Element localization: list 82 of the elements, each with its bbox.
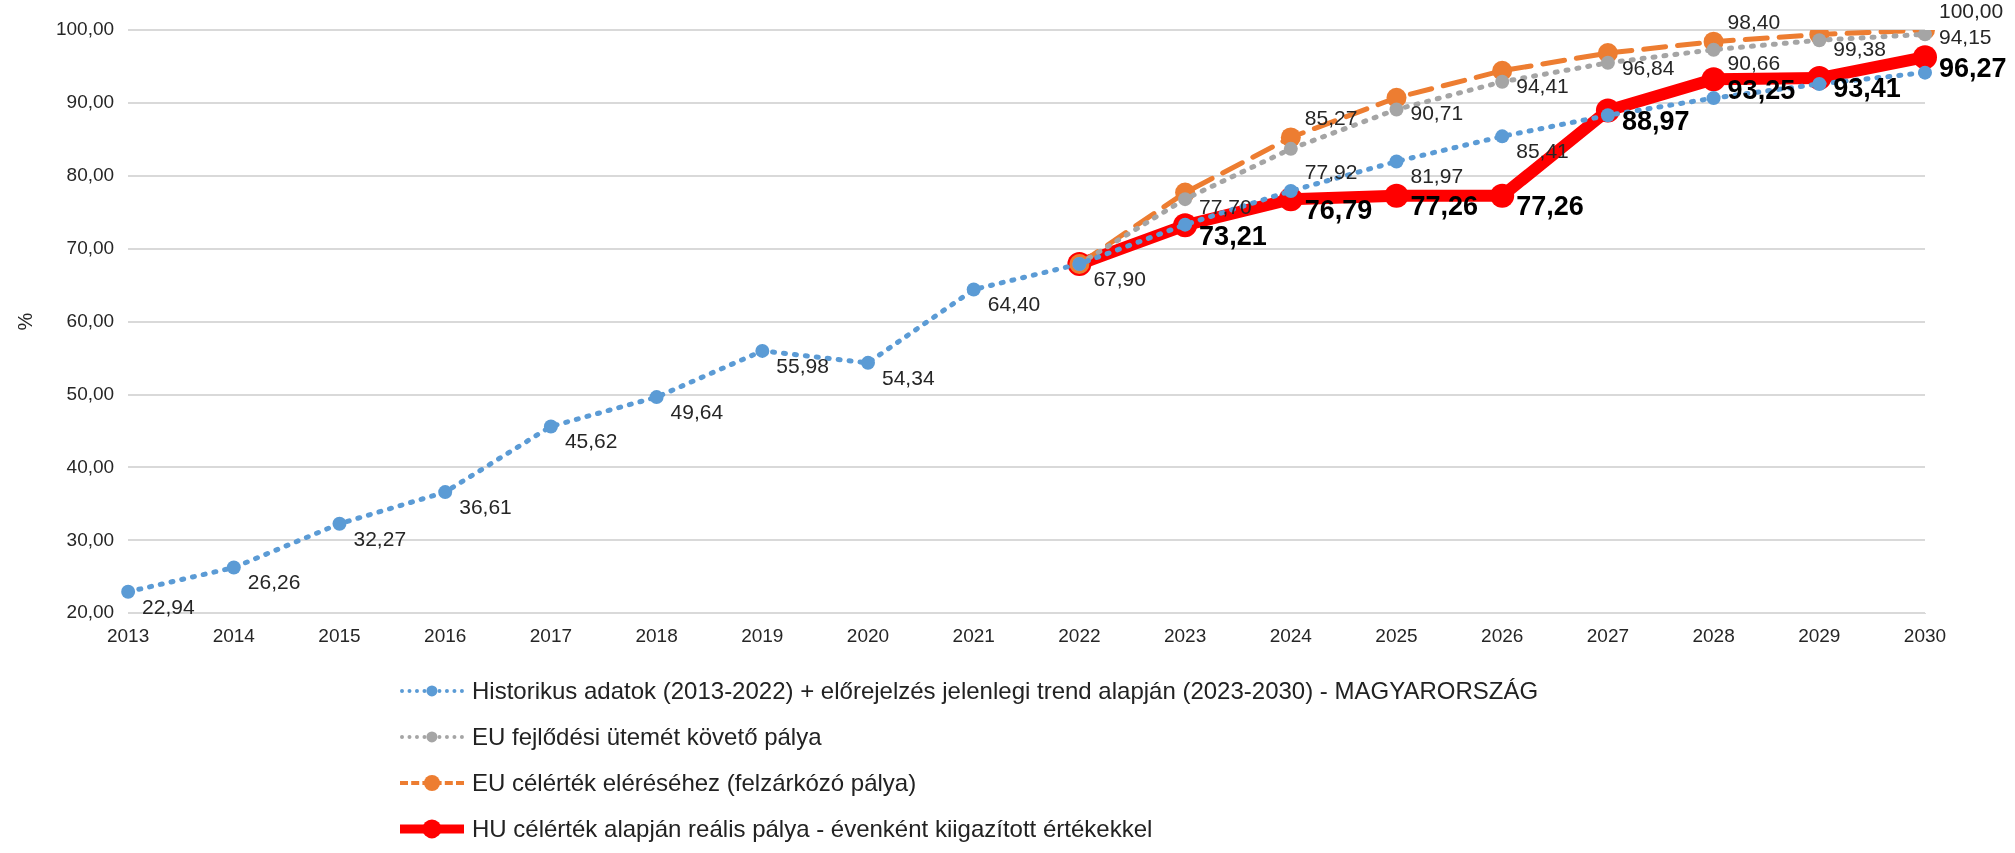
x-tick-label: 2023 bbox=[1163, 624, 1207, 646]
point bbox=[1283, 141, 1298, 156]
point bbox=[1701, 67, 1726, 92]
data-label: 67,90 bbox=[1093, 266, 1146, 290]
y-tick-label: 80,00 bbox=[66, 164, 115, 186]
data-label: 99,38 bbox=[1833, 37, 1886, 61]
data-label: 55,98 bbox=[776, 353, 829, 377]
point bbox=[1178, 192, 1193, 207]
point bbox=[1495, 129, 1510, 144]
y-tick-label: 40,00 bbox=[66, 455, 115, 477]
x-tick-label: 2019 bbox=[741, 624, 784, 646]
legend-label: EU célérték eléréséhez (felzárkózó pálya) bbox=[472, 769, 917, 797]
data-label: 94,15 bbox=[1939, 25, 1992, 49]
y-tick-label: 90,00 bbox=[66, 91, 115, 113]
data-label: 22,94 bbox=[142, 594, 195, 618]
x-tick-label: 2030 bbox=[1903, 624, 1947, 646]
x-tick-label: 2021 bbox=[952, 624, 995, 646]
legend-label: EU fejlődési ütemét követő pálya bbox=[472, 723, 822, 751]
data-label: 26,26 bbox=[247, 570, 301, 594]
point bbox=[121, 584, 136, 599]
y-tick-label: 30,00 bbox=[66, 528, 115, 550]
x-tick-label: 2029 bbox=[1798, 624, 1841, 646]
y-tick-label: 100,00 bbox=[55, 18, 115, 40]
point bbox=[438, 485, 453, 500]
point bbox=[1706, 91, 1721, 106]
x-tick-label: 2015 bbox=[318, 624, 361, 646]
x-tick-label: 2028 bbox=[1692, 624, 1735, 646]
data-label: 36,61 bbox=[459, 494, 512, 518]
x-tick-label: 2018 bbox=[635, 624, 678, 646]
point bbox=[649, 390, 664, 405]
point bbox=[1918, 65, 1932, 80]
point bbox=[966, 282, 981, 297]
data-label: 64,40 bbox=[987, 292, 1041, 316]
data-label: 94,41 bbox=[1516, 73, 1569, 97]
y-tick-label: 20,00 bbox=[66, 601, 115, 623]
y-tick-label: 50,00 bbox=[66, 382, 115, 404]
y-tick-label: 70,00 bbox=[66, 236, 115, 258]
y-tick-label: 60,00 bbox=[66, 309, 115, 331]
data-label: 90,71 bbox=[1410, 100, 1464, 124]
x-tick-label: 2020 bbox=[846, 624, 890, 646]
point bbox=[1600, 55, 1615, 70]
data-label: 100,00 bbox=[1939, 0, 2004, 22]
point bbox=[1706, 42, 1721, 57]
point bbox=[1389, 102, 1404, 117]
x-tick-label: 2022 bbox=[1058, 624, 1101, 646]
point bbox=[1389, 154, 1404, 169]
data-label: 96,27 bbox=[1939, 52, 2007, 83]
point bbox=[543, 419, 558, 434]
x-tick-label: 2016 bbox=[424, 624, 467, 646]
data-label: 54,34 bbox=[882, 365, 935, 389]
point bbox=[861, 355, 876, 370]
legend-label: HU célérték alapján reális pálya - évenként kiigazított értékekkel bbox=[472, 815, 1153, 843]
data-label: 76,79 bbox=[1304, 194, 1373, 225]
data-label: 90,66 bbox=[1727, 50, 1781, 74]
point bbox=[1490, 183, 1515, 208]
x-tick-label: 2027 bbox=[1586, 624, 1630, 646]
x-tick-label: 2026 bbox=[1481, 624, 1524, 646]
point bbox=[1384, 183, 1409, 208]
point bbox=[755, 343, 770, 358]
data-label: 88,97 bbox=[1621, 105, 1690, 136]
point bbox=[1283, 183, 1298, 198]
data-label: 96,84 bbox=[1621, 55, 1675, 79]
x-tick-label: 2024 bbox=[1269, 624, 1313, 646]
x-tick-label: 2025 bbox=[1375, 624, 1418, 646]
point bbox=[1913, 45, 1937, 70]
x-tick-label: 2013 bbox=[106, 624, 150, 646]
legend-label: Historikus adatok (2013-2022) + előrejelzés jelenlegi trend alapján (2023-2030) - MAGYARORSZÁG bbox=[472, 677, 1539, 705]
data-label: 45,62 bbox=[564, 429, 618, 453]
x-tick-label: 2014 bbox=[212, 624, 256, 646]
point bbox=[1495, 74, 1510, 89]
data-label: 98,40 bbox=[1727, 10, 1781, 34]
data-label: 77,26 bbox=[1516, 191, 1584, 222]
data-label: 77,92 bbox=[1304, 159, 1358, 183]
data-label: 81,97 bbox=[1410, 164, 1464, 188]
x-tick-label: 2017 bbox=[529, 624, 573, 646]
data-label: 32,27 bbox=[353, 526, 407, 550]
y-axis-title: % bbox=[13, 312, 36, 331]
data-label: 73,21 bbox=[1199, 220, 1267, 251]
data-label: 93,41 bbox=[1833, 73, 1901, 104]
point bbox=[226, 560, 241, 575]
data-label: 49,64 bbox=[670, 399, 724, 423]
point bbox=[332, 516, 347, 531]
